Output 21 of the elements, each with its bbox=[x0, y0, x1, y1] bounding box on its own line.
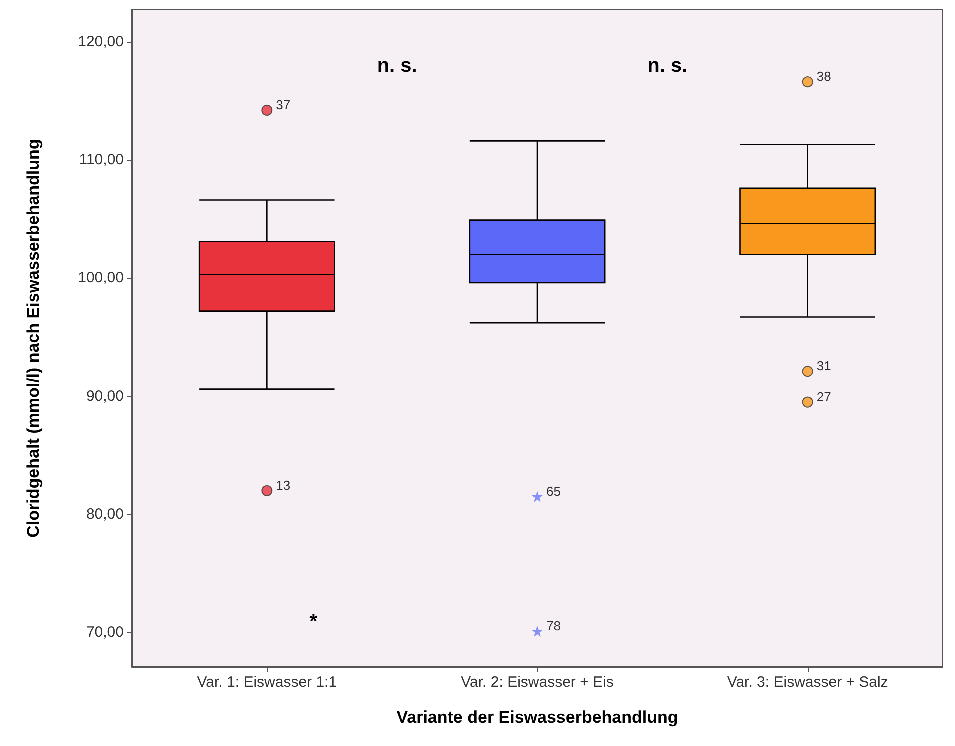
annotation: 37 bbox=[276, 97, 291, 112]
annotation: 65 bbox=[546, 484, 561, 499]
annotation: n. s. bbox=[377, 55, 418, 77]
y-tick-label: 120,00 bbox=[78, 33, 124, 50]
annotation: 78 bbox=[546, 618, 561, 634]
x-tick-label: Var. 3: Eiswasser + Salz bbox=[727, 674, 888, 691]
y-tick-label: 70,00 bbox=[86, 624, 124, 642]
annotation: 38 bbox=[816, 69, 832, 84]
annotation: * bbox=[310, 611, 318, 633]
y-tick-label: 80,00 bbox=[86, 506, 124, 524]
annotation: 13 bbox=[276, 478, 291, 493]
y-tick-label: 110,00 bbox=[79, 152, 124, 169]
annotation: 27 bbox=[816, 389, 832, 404]
y-tick-label: 100,00 bbox=[78, 270, 124, 287]
annotation: n. s. bbox=[648, 55, 688, 77]
x-axis-title: Variante der Eiswasserbehandlung bbox=[396, 708, 678, 727]
y-tick-label: 90,00 bbox=[86, 388, 124, 405]
y-axis-title: Cloridgehalt (mmol/l) nach Eiswasserbehandlung bbox=[24, 139, 43, 538]
annotation: 31 bbox=[816, 358, 832, 374]
x-tick-label: Var. 2: Eiswasser + Eis bbox=[461, 674, 614, 691]
x-tick-label: Var. 1: Eiswasser 1:1 bbox=[197, 674, 338, 691]
